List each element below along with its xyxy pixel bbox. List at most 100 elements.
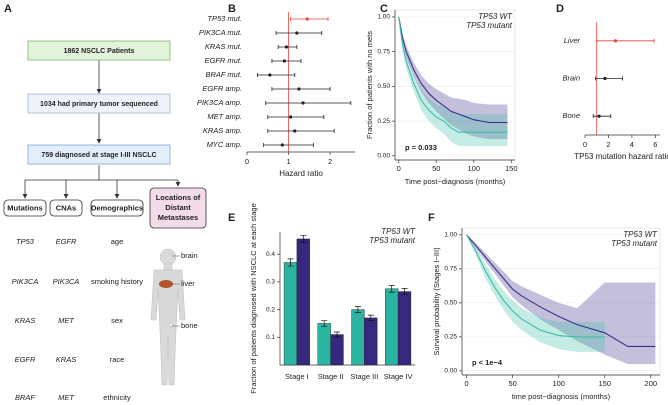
y-tick-label: 0.3 [266, 279, 275, 286]
category-label: KRAS amp. [203, 126, 242, 135]
error-bar [388, 285, 395, 293]
panel-label: A [4, 3, 12, 15]
column-header-box [49, 199, 83, 217]
legend-entry: TP53 WT [623, 230, 658, 239]
estimate-point [305, 17, 309, 21]
column-item: age [111, 237, 124, 246]
step-label: 1862 NSCLC Patients [64, 48, 135, 55]
x-tick-label: 6 [653, 140, 657, 149]
column-item: MET [58, 316, 75, 325]
x-axis-label: TP53 mutation hazard ratio [574, 152, 668, 161]
legend-entry: TP53 WT [478, 12, 513, 21]
x-tick-label: 150 [505, 164, 518, 173]
category-label: TP53 mut. [207, 14, 242, 23]
panel-label: E [228, 212, 235, 224]
estimate-point [597, 114, 601, 118]
confidence-band [398, 16, 508, 147]
column-item: TP53 [16, 237, 35, 246]
metastasis-site: brain [181, 251, 198, 260]
metastasis-site: bone [181, 321, 198, 330]
category-label: BRAF mut. [205, 70, 242, 79]
bar [317, 323, 331, 366]
plot-frame [394, 9, 516, 161]
category-label: MYC amp. [207, 140, 242, 149]
column-header-box [90, 199, 144, 217]
column-item: race [110, 355, 125, 364]
metastasis-site: liver [181, 279, 195, 288]
error-bar [354, 306, 361, 313]
y-tick-label: 0.00 [377, 153, 390, 160]
flow-connectors [22, 60, 181, 199]
x-axis-label: time post−diagnosis (months) [512, 392, 611, 401]
error-bar [300, 234, 307, 243]
y-tick-label: 0.75 [377, 48, 390, 55]
x-tick-label: 100 [467, 164, 480, 173]
panel-label: B [228, 3, 236, 15]
y-tick-label: 0.25 [377, 118, 390, 125]
column-header: Mutations [7, 203, 42, 212]
x-tick-label: 0 [397, 164, 401, 173]
estimate-point [613, 39, 618, 43]
x-tick-label: Stage II [318, 372, 344, 381]
metastases-header: Distant [165, 203, 191, 212]
x-tick-label: 50 [508, 379, 516, 388]
survival-curve [398, 16, 508, 124]
y-axis-label: Fraction of patients with no mets [365, 31, 374, 139]
category-label: Liver [564, 36, 581, 45]
x-tick-label: 4 [630, 140, 634, 149]
x-tick-label: 0 [245, 157, 249, 166]
estimate-point [293, 129, 297, 133]
x-tick-label: 50 [432, 164, 440, 173]
y-tick-label: 0.25 [444, 334, 457, 341]
plot-frame [461, 227, 661, 376]
error-bar [321, 320, 328, 327]
x-axis-label: Hazard ratio [279, 169, 323, 178]
survival-curve [466, 234, 605, 338]
y-tick-label: 0.50 [444, 300, 457, 307]
x-tick-label: Stage I [285, 372, 309, 381]
survival-curve [398, 16, 508, 133]
estimate-point [280, 143, 284, 147]
panel-label: D [556, 3, 564, 15]
column-header: Demographics [91, 203, 143, 212]
y-tick-label: 0.75 [444, 266, 457, 273]
error-bar [367, 314, 374, 322]
column-item: ethnicity [103, 393, 131, 402]
site-pointers [170, 255, 180, 327]
bar [364, 317, 378, 366]
column-header-box [3, 199, 47, 217]
y-axis-label: Fraction of patients diagnosed with NSCL… [249, 203, 258, 394]
metastases-header: Locations of [156, 193, 201, 202]
y-tick-label: 0.4 [266, 251, 275, 258]
bar [385, 288, 399, 366]
step-box [27, 144, 171, 165]
x-tick-label: 100 [552, 379, 565, 388]
legend-entry: TP53 mutant [466, 21, 513, 30]
x-tick-label: 1 [286, 157, 290, 166]
p-value: p = 0.033 [405, 143, 437, 152]
y-tick-label: 1.00 [377, 14, 390, 21]
body-figure [150, 248, 186, 386]
column-item: KRAS [15, 316, 35, 325]
estimate-point [603, 76, 607, 81]
bar [351, 309, 365, 366]
column-item: EGFR [56, 237, 77, 246]
y-tick-label: 0.1 [266, 334, 275, 341]
step-label: 1034 had primary tumor sequenced [40, 101, 158, 108]
column-item: sex [111, 316, 123, 325]
x-tick-label: 0 [583, 140, 587, 149]
bar [283, 262, 298, 366]
category-label: Brain [562, 73, 580, 82]
x-tick-label: Stage III [350, 372, 378, 381]
estimate-point [297, 87, 301, 91]
confidence-band [466, 234, 656, 365]
step-box [27, 40, 171, 61]
bar [397, 291, 412, 366]
estimate-point [301, 101, 305, 105]
panel-label: F [428, 212, 435, 224]
estimate-point [295, 31, 299, 35]
estimate-point [284, 45, 289, 49]
column-item: KRAS [56, 355, 76, 364]
panel-label: C [380, 3, 388, 15]
bar [330, 334, 344, 366]
